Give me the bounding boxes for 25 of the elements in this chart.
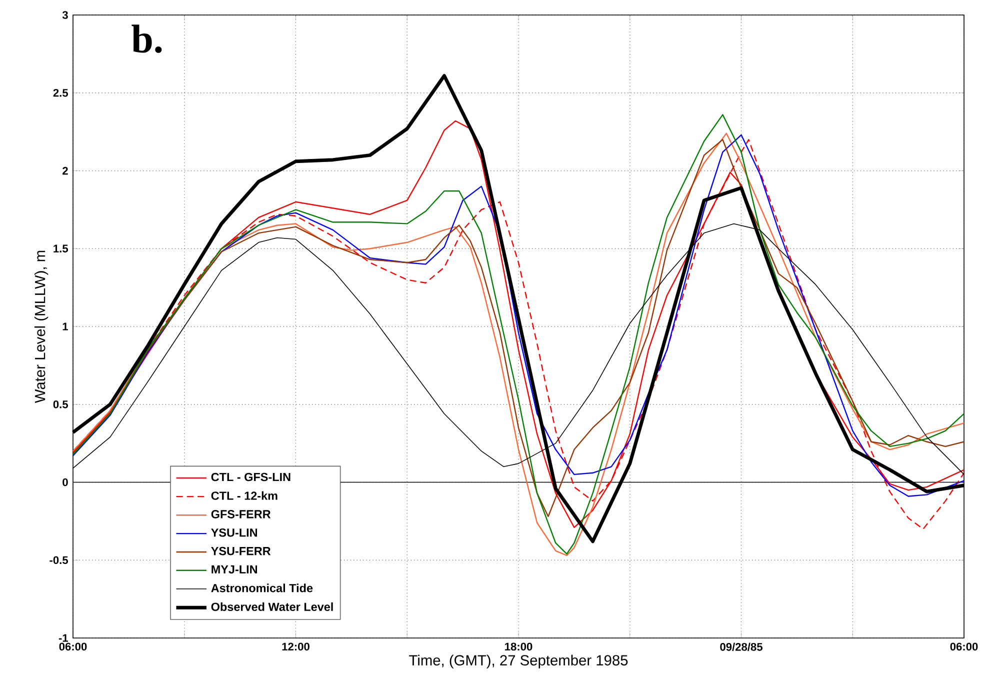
- y-tick-label: 2: [62, 166, 68, 175]
- legend-label: CTL - 12-km: [211, 491, 278, 500]
- legend-label: Astronomical Tide: [211, 584, 313, 592]
- x-tick-label: 06:00: [950, 642, 978, 651]
- legend-label: Observed Water Level: [211, 602, 333, 611]
- y-tick-label: -0.5: [50, 556, 68, 564]
- y-tick-label: 1: [62, 322, 68, 330]
- legend-label: YSU-LIN: [211, 528, 258, 537]
- legend-label: YSU-FERR: [211, 546, 271, 556]
- y-tick-label: 1.5: [54, 244, 68, 252]
- y-tick-label: 0.5: [53, 400, 68, 408]
- y-tick-label: 3: [62, 11, 68, 19]
- legend-label: GFS-FERR: [211, 510, 271, 518]
- y-tick-label: 0: [62, 478, 68, 486]
- x-axis-title: Time, (GMT), 27 September 1985: [409, 654, 628, 668]
- x-tick-label: 09/28/85: [720, 642, 762, 651]
- x-tick-label: 12:00: [282, 642, 310, 651]
- x-tick-label: 18:00: [505, 642, 532, 651]
- y-tick-label: 2.5: [53, 88, 68, 97]
- y-axis-title: Water Level (MLLW), m: [34, 250, 48, 404]
- x-tick-label: 06:00: [59, 642, 87, 651]
- legend-label: CTL - GFS-LIN: [211, 472, 290, 482]
- annotation: b.: [132, 24, 162, 53]
- y-tick-label: -1: [58, 634, 68, 642]
- legend-label: MYJ-LIN: [212, 565, 258, 574]
